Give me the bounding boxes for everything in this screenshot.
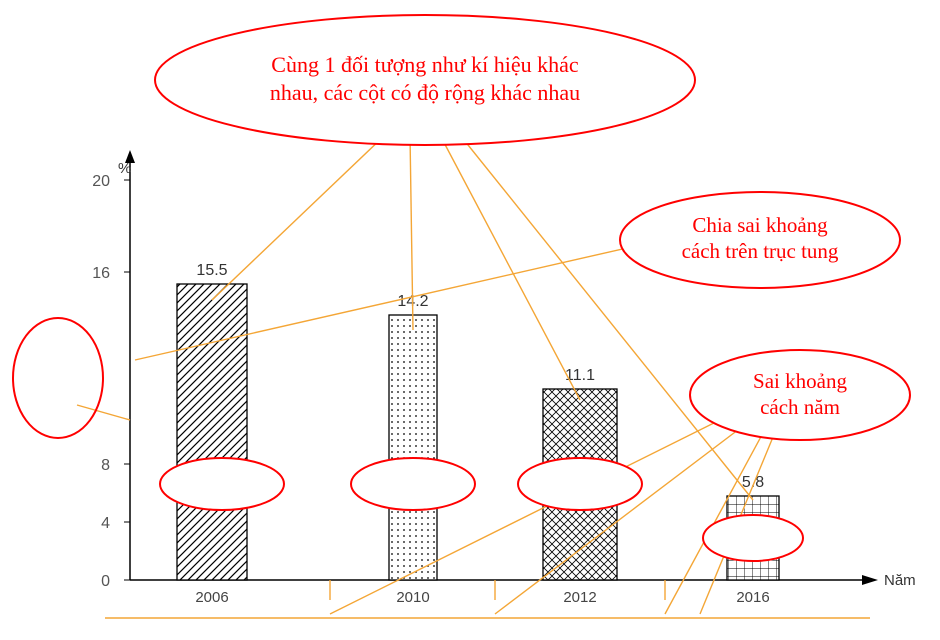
x-unit-label: Năm	[884, 572, 916, 589]
ytick-16: 16	[92, 265, 110, 282]
bar-2010-year: 2010	[396, 589, 429, 606]
callout-empty-bar2	[351, 458, 475, 510]
callout-empty-bar1	[160, 458, 284, 510]
callout-right1-line2: cách trên trục tung	[682, 239, 839, 263]
annotated-bar-chart: % Năm 0 4 8 16 20 15.5 2006 14.2 2010 11…	[0, 0, 940, 640]
bar-2006	[177, 284, 247, 580]
callout-right1-line1: Chia sai khoảng	[692, 213, 828, 237]
bar-2006-year: 2006	[195, 589, 228, 606]
callout-top-line2: nhau, các cột có độ rộng khác nhau	[270, 80, 580, 105]
bars: 15.5 2006 14.2 2010 11.1 2012 5.8 2016	[177, 262, 779, 606]
callout-top-line1: Cùng 1 đối tượng như kí hiệu khác	[271, 52, 579, 77]
bar-2012-year: 2012	[563, 589, 596, 606]
y-unit-label: %	[118, 160, 131, 177]
callout-left-empty	[13, 318, 103, 438]
ytick-0: 0	[101, 573, 110, 590]
ytick-8: 8	[101, 457, 110, 474]
callout-right2-line2: cách năm	[760, 395, 840, 419]
callout-empty-bar4	[703, 515, 803, 561]
bar-2006-value: 15.5	[196, 262, 227, 279]
bar-2010	[389, 315, 437, 580]
callout-empty-bar3	[518, 458, 642, 510]
y-ticks: 0 4 8 16 20	[92, 173, 130, 590]
x-axis-arrow	[862, 575, 878, 585]
ytick-20: 20	[92, 173, 110, 190]
callout-right2-line1: Sai khoảng	[753, 369, 847, 393]
ytick-4: 4	[101, 515, 110, 532]
bar-2016-value: 5.8	[742, 474, 764, 491]
bar-2016-year: 2016	[736, 589, 769, 606]
callouts: Cùng 1 đối tượng như kí hiệu khác nhau, …	[13, 15, 910, 561]
